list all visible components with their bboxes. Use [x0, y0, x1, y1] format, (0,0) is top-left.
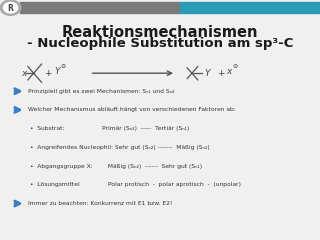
Text: Y: Y [205, 69, 210, 78]
Text: Prinzipiell gibt es zwei Mechanismen: Sₙ₁ und Sₙ₂: Prinzipiell gibt es zwei Mechanismen: Sₙ… [28, 89, 175, 94]
Text: ⊖: ⊖ [61, 64, 66, 69]
Text: •  Abgangsgruppe X:        Mäßig (Sₙ₂)  ------  Sehr gut (Sₙ₁): • Abgangsgruppe X: Mäßig (Sₙ₂) ------ Se… [30, 164, 203, 168]
Text: •  Angreifendes Nucleophil: Sehr gut (Sₙ₂) -------  Mäßig (Sₙ₂): • Angreifendes Nucleophil: Sehr gut (Sₙ₂… [30, 145, 210, 150]
Text: x: x [226, 67, 231, 77]
Text: Immer zu beachten: Konkurrenz mit E1 bzw. E2!: Immer zu beachten: Konkurrenz mit E1 bzw… [28, 201, 172, 206]
Text: +: + [44, 69, 52, 78]
Text: Welcher Mechanismus abläuft hängt von verschiedenen Faktoren ab:: Welcher Mechanismus abläuft hängt von ve… [28, 108, 236, 112]
Text: •  Substrat:                    Primär (Sₙ₂)  -----  Tertiär (Sₙ₁): • Substrat: Primär (Sₙ₂) ----- Tertiär (… [30, 126, 190, 131]
Text: - Nucleophile Substitution am sp³-C: - Nucleophile Substitution am sp³-C [27, 37, 293, 50]
Text: x: x [21, 69, 27, 78]
Text: Reaktionsmechanismen: Reaktionsmechanismen [62, 25, 258, 40]
Text: +: + [217, 69, 225, 78]
Text: •  Lösungsmittel               Polar protisch  -  polar aprotisch  -  (unpolar): • Lösungsmittel Polar protisch - polar a… [30, 182, 241, 187]
Text: R: R [8, 4, 13, 13]
Text: ⊖: ⊖ [233, 64, 238, 69]
Text: Y: Y [54, 67, 60, 77]
